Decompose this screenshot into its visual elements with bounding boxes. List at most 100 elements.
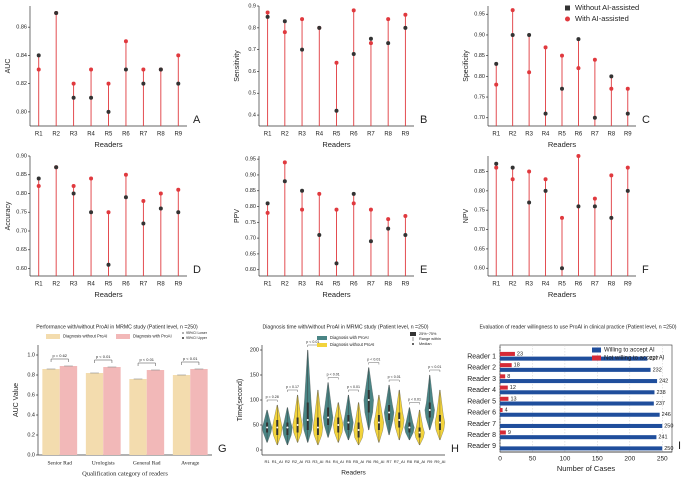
bracket [368, 362, 380, 365]
bracket [409, 402, 420, 405]
x-tick-label: R2_AI [292, 459, 303, 464]
point [368, 239, 373, 244]
x-tick-label: R8_AI [414, 459, 425, 464]
x-tick-label: R7 [140, 282, 148, 288]
point [592, 196, 597, 201]
point [71, 191, 76, 196]
bar [500, 430, 506, 435]
median [367, 399, 370, 401]
x-axis-label: Readers [94, 140, 123, 149]
panel-letter: I [678, 440, 681, 452]
y-tick-label: 0.85 [16, 172, 27, 178]
panel-letter: E [420, 264, 427, 276]
y-tick-label: Reader 4 [467, 387, 496, 394]
x-tick-label: R5 [333, 132, 341, 138]
x-tick-label: R4 [315, 132, 323, 138]
point [106, 109, 111, 114]
legend-marker [412, 343, 414, 345]
x-tick-label: R1 [492, 132, 500, 138]
bar [500, 390, 655, 395]
y-axis-label: AUC [5, 59, 12, 74]
y-tick-label: 100 [250, 397, 259, 403]
annotation: p < 0.01 [388, 375, 401, 379]
x-tick-label: R5 [346, 459, 352, 464]
x-tick-label: R1 [35, 282, 43, 288]
x-tick-label: R3 [298, 282, 306, 288]
y-tick-label: 0.2 [27, 432, 35, 438]
bar [500, 374, 506, 379]
value-label: 238 [656, 390, 665, 396]
value-label: 232 [653, 367, 662, 373]
point [89, 67, 94, 72]
bar [500, 401, 654, 406]
x-tick-label: R6 [122, 282, 130, 288]
median [276, 426, 279, 429]
y-tick-label: 0.60 [16, 266, 27, 272]
bracket [287, 389, 298, 392]
legend-label: Diagnosis with ProAI [330, 335, 369, 340]
median [316, 426, 319, 429]
point [543, 177, 548, 182]
point [403, 25, 408, 30]
annotation: p = 0.28 [266, 395, 279, 399]
bar [129, 379, 147, 455]
legend-label: 25%~75% [419, 332, 437, 336]
x-tick-label: R7 [591, 132, 599, 138]
bracket [266, 399, 278, 402]
x-tick-label: R9_AI [434, 459, 445, 464]
x-tick-label: Urologists [92, 460, 115, 466]
x-tick-label: 200 [624, 456, 635, 463]
y-tick-label: 0.60 [245, 267, 256, 273]
point [510, 32, 515, 37]
point [576, 204, 581, 209]
point [141, 67, 146, 72]
x-tick-label: R3_AI [312, 459, 323, 464]
y-tick-label: Reader 1 [467, 353, 496, 360]
y-tick-label: Reader 6 [467, 410, 496, 417]
x-tick-label: R4 [326, 459, 332, 464]
point [300, 17, 305, 22]
x-tick-label: R2 [281, 132, 289, 138]
bracket [94, 359, 113, 363]
y-tick-label: 0.8 [248, 25, 256, 31]
y-tick-label: 0.65 [16, 247, 27, 253]
point [334, 60, 339, 65]
y-tick-label: Reader 9 [467, 443, 496, 450]
value-label: 18 [514, 363, 520, 369]
y-axis-label: Time(second) [237, 379, 244, 422]
value-label: 250 [664, 446, 673, 452]
point [527, 200, 532, 205]
annotation: p < 0.01 [408, 397, 421, 401]
point [36, 53, 41, 58]
point [141, 81, 146, 86]
bar [500, 367, 651, 372]
bar [146, 370, 165, 455]
point [176, 81, 181, 86]
x-tick-label: R2 [285, 459, 291, 464]
legend-label: Diagnosis without ProAI [63, 334, 107, 339]
legend-marker [565, 16, 570, 22]
x-tick-label: R1 [264, 282, 272, 288]
x-tick-label: R5 [105, 282, 113, 288]
panel-letter: D [193, 264, 201, 276]
point [282, 19, 287, 24]
point [176, 210, 181, 215]
point [351, 52, 356, 56]
chart-title: Performance with/without ProAI in MRMC s… [36, 324, 198, 330]
y-tick-label: 0.90 [16, 153, 27, 159]
point [89, 95, 94, 100]
point [158, 206, 163, 211]
bracket [348, 389, 359, 392]
x-tick-label: General Rad [133, 460, 161, 466]
bar [500, 412, 660, 417]
legend-label: 95%CI Upper [186, 336, 208, 340]
point [386, 217, 391, 222]
x-tick-label: Average [181, 460, 200, 466]
annotation: p = 0.62 [52, 353, 67, 358]
bar [500, 363, 512, 368]
y-axis-label: Sensitivity [234, 50, 241, 82]
x-tick-label: R2 [509, 282, 517, 288]
y-tick-label: 0.0 [27, 452, 35, 458]
point [334, 207, 339, 212]
